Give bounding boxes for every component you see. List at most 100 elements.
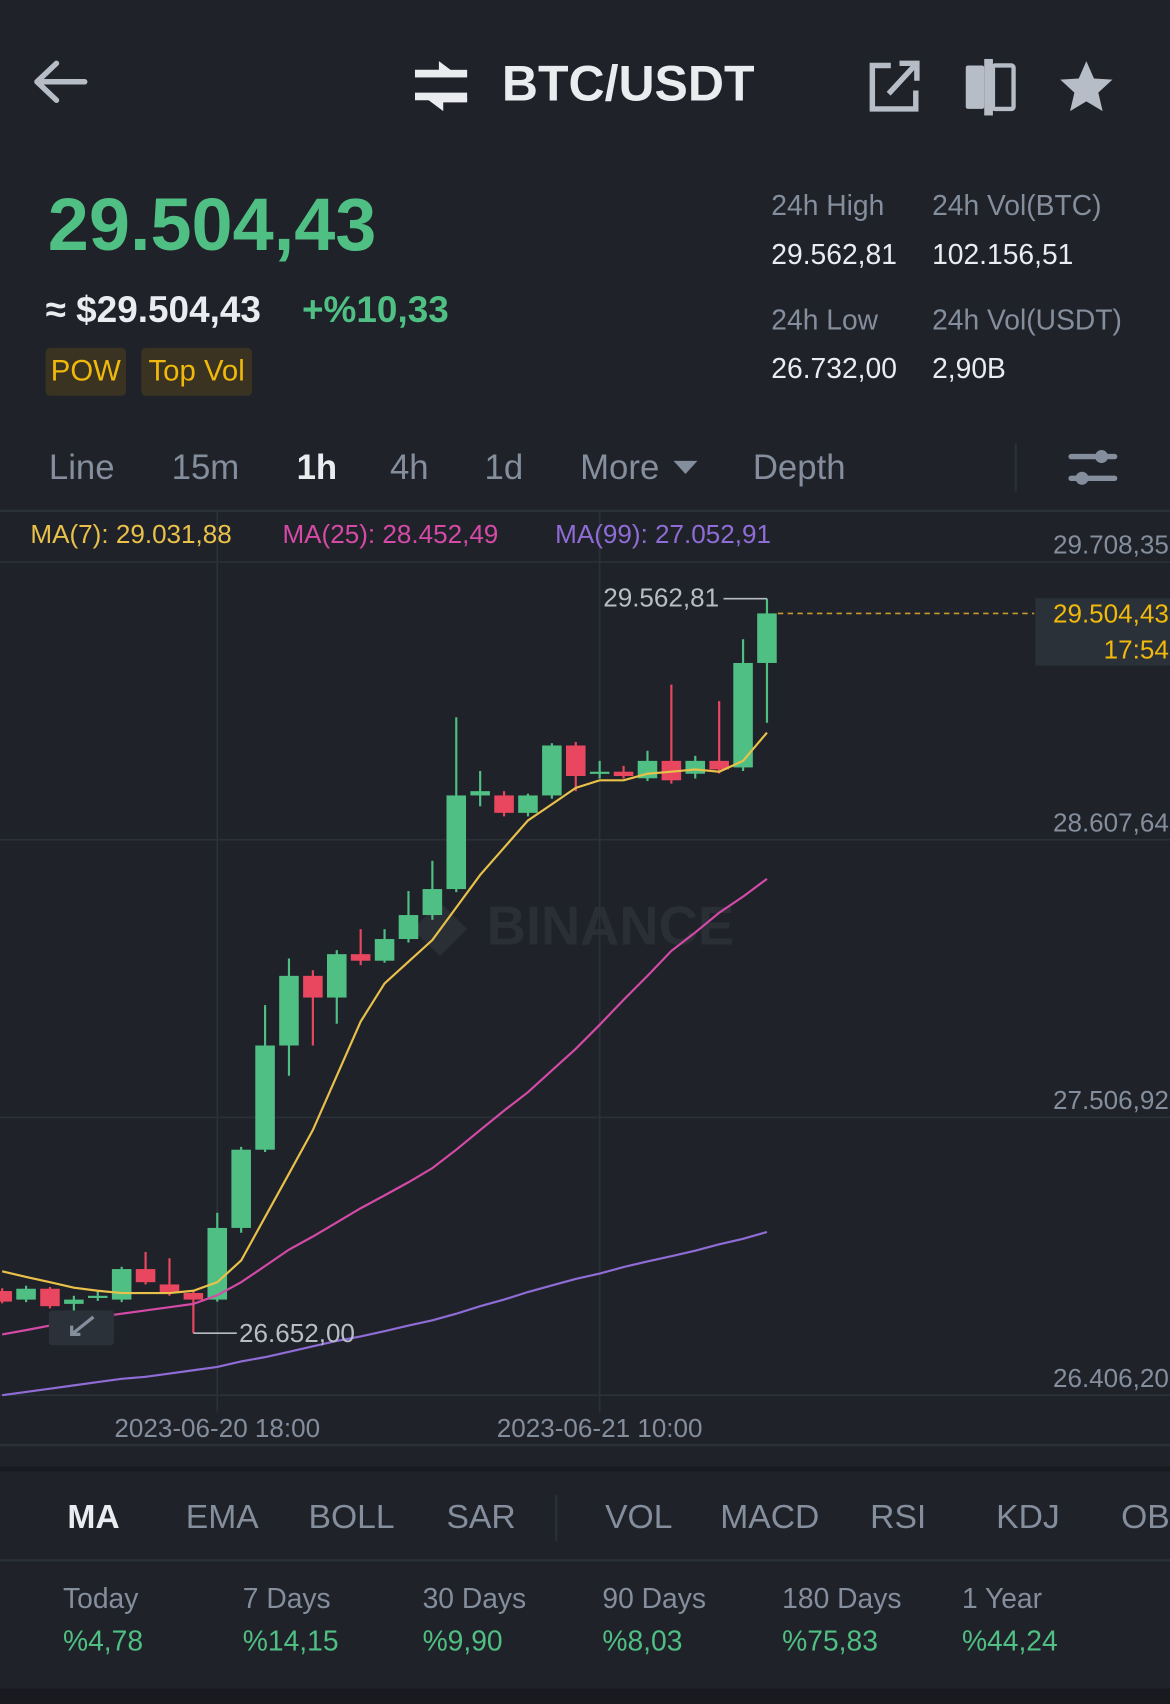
high-marker-label: 29.562,81 [603,583,719,613]
candle-body [446,795,467,890]
candle-body [231,1149,251,1228]
candle-body [685,760,706,774]
indicator-tab[interactable]: BOLL [309,1499,395,1536]
performance-label: 90 Days [602,1582,706,1614]
legend-entry: MA(25): 28.452,49 [282,519,498,549]
low-marker-label: 26.652,00 [239,1318,355,1348]
last-price: 29.504,43 [48,183,377,266]
indicator-tab[interactable]: MACD [720,1499,819,1536]
interval-tab-active[interactable]: 1h [297,449,338,487]
share-icon[interactable] [869,60,920,112]
stat-label: 24h Low [771,303,878,335]
stat-value: 102.156,51 [932,238,1073,270]
performance-value: %44,24 [962,1624,1058,1656]
performance-label: 7 Days [243,1582,331,1614]
indicator-tab-active[interactable]: MA [67,1499,119,1536]
performance-value: %8,03 [602,1624,682,1656]
indicator-tab[interactable]: OB [1121,1499,1170,1536]
candle-body [733,662,753,768]
last-price-box [1035,598,1170,666]
candle-body [709,760,729,770]
interval-tab[interactable]: More [580,449,659,487]
ma-line [1,877,768,1336]
candle-body [350,954,371,961]
candle-body [64,1299,84,1304]
tag-box [141,347,253,396]
stat-label: 24h High [771,189,884,221]
ma-line [2,1230,768,1397]
indicator-tabs: MA EMA BOLL SAR VOL MACD RSI KDJ OB [67,1499,1169,1536]
candle-body [542,745,562,796]
performance-value: %4,78 [63,1624,143,1656]
last-price-label: 29.504,43 [1053,598,1169,628]
settings-icon[interactable] [1068,450,1118,485]
performance-label: 180 Days [782,1582,901,1614]
legend-entry: MA(7): 29.031,88 [30,519,231,549]
candle-body [16,1288,36,1300]
candle-body [303,975,323,998]
interval-tab[interactable]: 4h [390,449,429,487]
interval-tab[interactable]: Depth [753,449,846,487]
x-tick-label: 2023-06-21 10:00 [497,1413,703,1443]
interval-tab[interactable]: 1d [485,449,524,487]
stat-label: 24h Vol(BTC) [932,189,1101,221]
candle-body [589,771,610,774]
interval-tab[interactable]: 15m [172,449,240,487]
performance-value: %75,83 [782,1624,878,1656]
candle-body [661,760,682,781]
legend-entry: MA(99): 27.052,91 [555,519,771,549]
indicator-tab[interactable]: SAR [446,1499,515,1536]
indicator-tab[interactable]: VOL [605,1499,672,1536]
countdown: 17:54 [1104,634,1169,664]
performance-value: %9,90 [423,1624,503,1656]
chart: BINANCE 29.708,35 28.607,64 27.506,92 26.40… [0,510,1170,1443]
performance-label: 30 Days [423,1582,527,1614]
ma-line [1,731,768,1295]
interval-tab[interactable]: Line [49,449,115,487]
price-change: +%10,33 [302,289,449,330]
stat-value: 26.732,00 [771,352,897,384]
performance-label: 1 Year [962,1582,1042,1614]
candle-body [398,915,419,940]
tag[interactable]: POW [51,355,121,388]
tag-box [45,347,127,396]
divider [0,1466,1170,1472]
y-tick-label: 29.708,35 [1053,530,1169,560]
back-button[interactable] [34,60,88,103]
candle-body [565,745,586,777]
candle-body [159,1284,180,1294]
indicator-tab[interactable]: RSI [870,1499,926,1536]
candle-body [613,771,634,777]
candle-body [279,975,299,1046]
pair-title[interactable]: BTC/USDT [502,55,755,111]
y-tick-label: 27.506,92 [1053,1085,1169,1115]
candle-body [326,954,347,998]
candle-body [757,613,777,663]
candle-body [422,889,443,916]
candle-body [374,939,395,961]
bottom-bar [0,1688,1170,1704]
performance: Today %4,78 7 Days %14,15 30 Days %9,90 90 Day… [63,1582,1058,1656]
candle-body [255,1045,275,1150]
indicator-tab[interactable]: KDJ [996,1499,1060,1536]
candle-body [135,1269,156,1283]
candle-body [494,795,514,813]
indicator-tab[interactable]: EMA [186,1499,259,1536]
stat-value: 29.562,81 [771,238,897,270]
swap-icon[interactable] [414,61,468,112]
y-tick-label: 28.607,64 [1053,807,1169,837]
tag[interactable]: Top Vol [149,355,245,388]
candle-body [40,1288,60,1307]
x-tick-label: 2023-06-20 18:00 [114,1413,320,1443]
fiat-price: ≈ $29.504,43 [46,289,261,330]
candle-body [183,1293,204,1300]
candle-body [470,791,490,796]
y-tick-label: 26.406,20 [1053,1363,1169,1393]
favorite-icon[interactable] [1060,61,1113,112]
compare-icon[interactable] [965,58,1016,116]
performance-label: Today [63,1582,139,1614]
dropdown-arrow [673,460,698,474]
